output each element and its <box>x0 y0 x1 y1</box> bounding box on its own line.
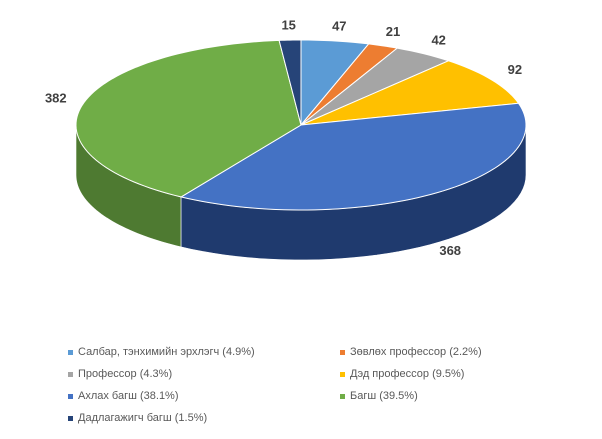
data-label: 42 <box>431 33 445 48</box>
pie-slice <box>300 47 450 126</box>
legend-swatch <box>340 393 345 399</box>
legend-label: Дадлагажигч багш (1.5%) <box>78 412 208 424</box>
chart-legend: Салбар, тэнхимийн эрхлэгч (4.9%) Зөвлөх … <box>68 343 588 427</box>
data-label: 368 <box>439 243 461 258</box>
data-label: 21 <box>386 24 400 39</box>
legend-label: Салбар, тэнхимийн эрхлэгч (4.9%) <box>78 346 255 358</box>
legend-swatch <box>68 393 73 399</box>
legend-label: Багш (39.5%) <box>350 390 418 402</box>
legend-item-professor: Профессор (4.3%) <box>68 365 340 383</box>
legend-item-dadlagazhigch-bagsh: Дадлагажигч багш (1.5%) <box>68 409 340 427</box>
pie-slice <box>300 39 370 127</box>
legend-item-bagsh: Багш (39.5%) <box>340 387 588 405</box>
data-label: 15 <box>281 17 295 32</box>
pie-slice <box>179 102 527 211</box>
legend-item-zovlokh-professor: Зөвлөх профессор (2.2%) <box>340 343 588 361</box>
legend-swatch <box>68 371 73 377</box>
data-label: 47 <box>332 18 346 33</box>
legend-label: Ахлах багш (38.1%) <box>78 390 179 402</box>
pie-slice <box>278 39 302 126</box>
pie-slice <box>300 60 520 126</box>
legend-item-ded-professor: Дэд профессор (9.5%) <box>340 365 588 383</box>
legend-label: Профессор (4.3%) <box>78 368 173 380</box>
legend-swatch <box>68 349 73 355</box>
legend-swatch <box>340 349 345 355</box>
pie-chart-plot: 47 21 42 92 368 382 15 <box>45 17 527 261</box>
legend-swatch <box>340 371 345 377</box>
data-label: 382 <box>45 91 67 106</box>
legend-item-akhlakh-bagsh: Ахлах багш (38.1%) <box>68 387 340 405</box>
data-label: 92 <box>508 62 522 77</box>
legend-label: Дэд профессор (9.5%) <box>350 368 465 380</box>
pie-slice <box>300 43 399 126</box>
legend-label: Зөвлөх профессор (2.2%) <box>350 346 482 358</box>
pie-slice <box>75 39 302 198</box>
legend-item-salbar: Салбар, тэнхимийн эрхлэгч (4.9%) <box>68 343 340 361</box>
legend-swatch <box>68 415 73 421</box>
